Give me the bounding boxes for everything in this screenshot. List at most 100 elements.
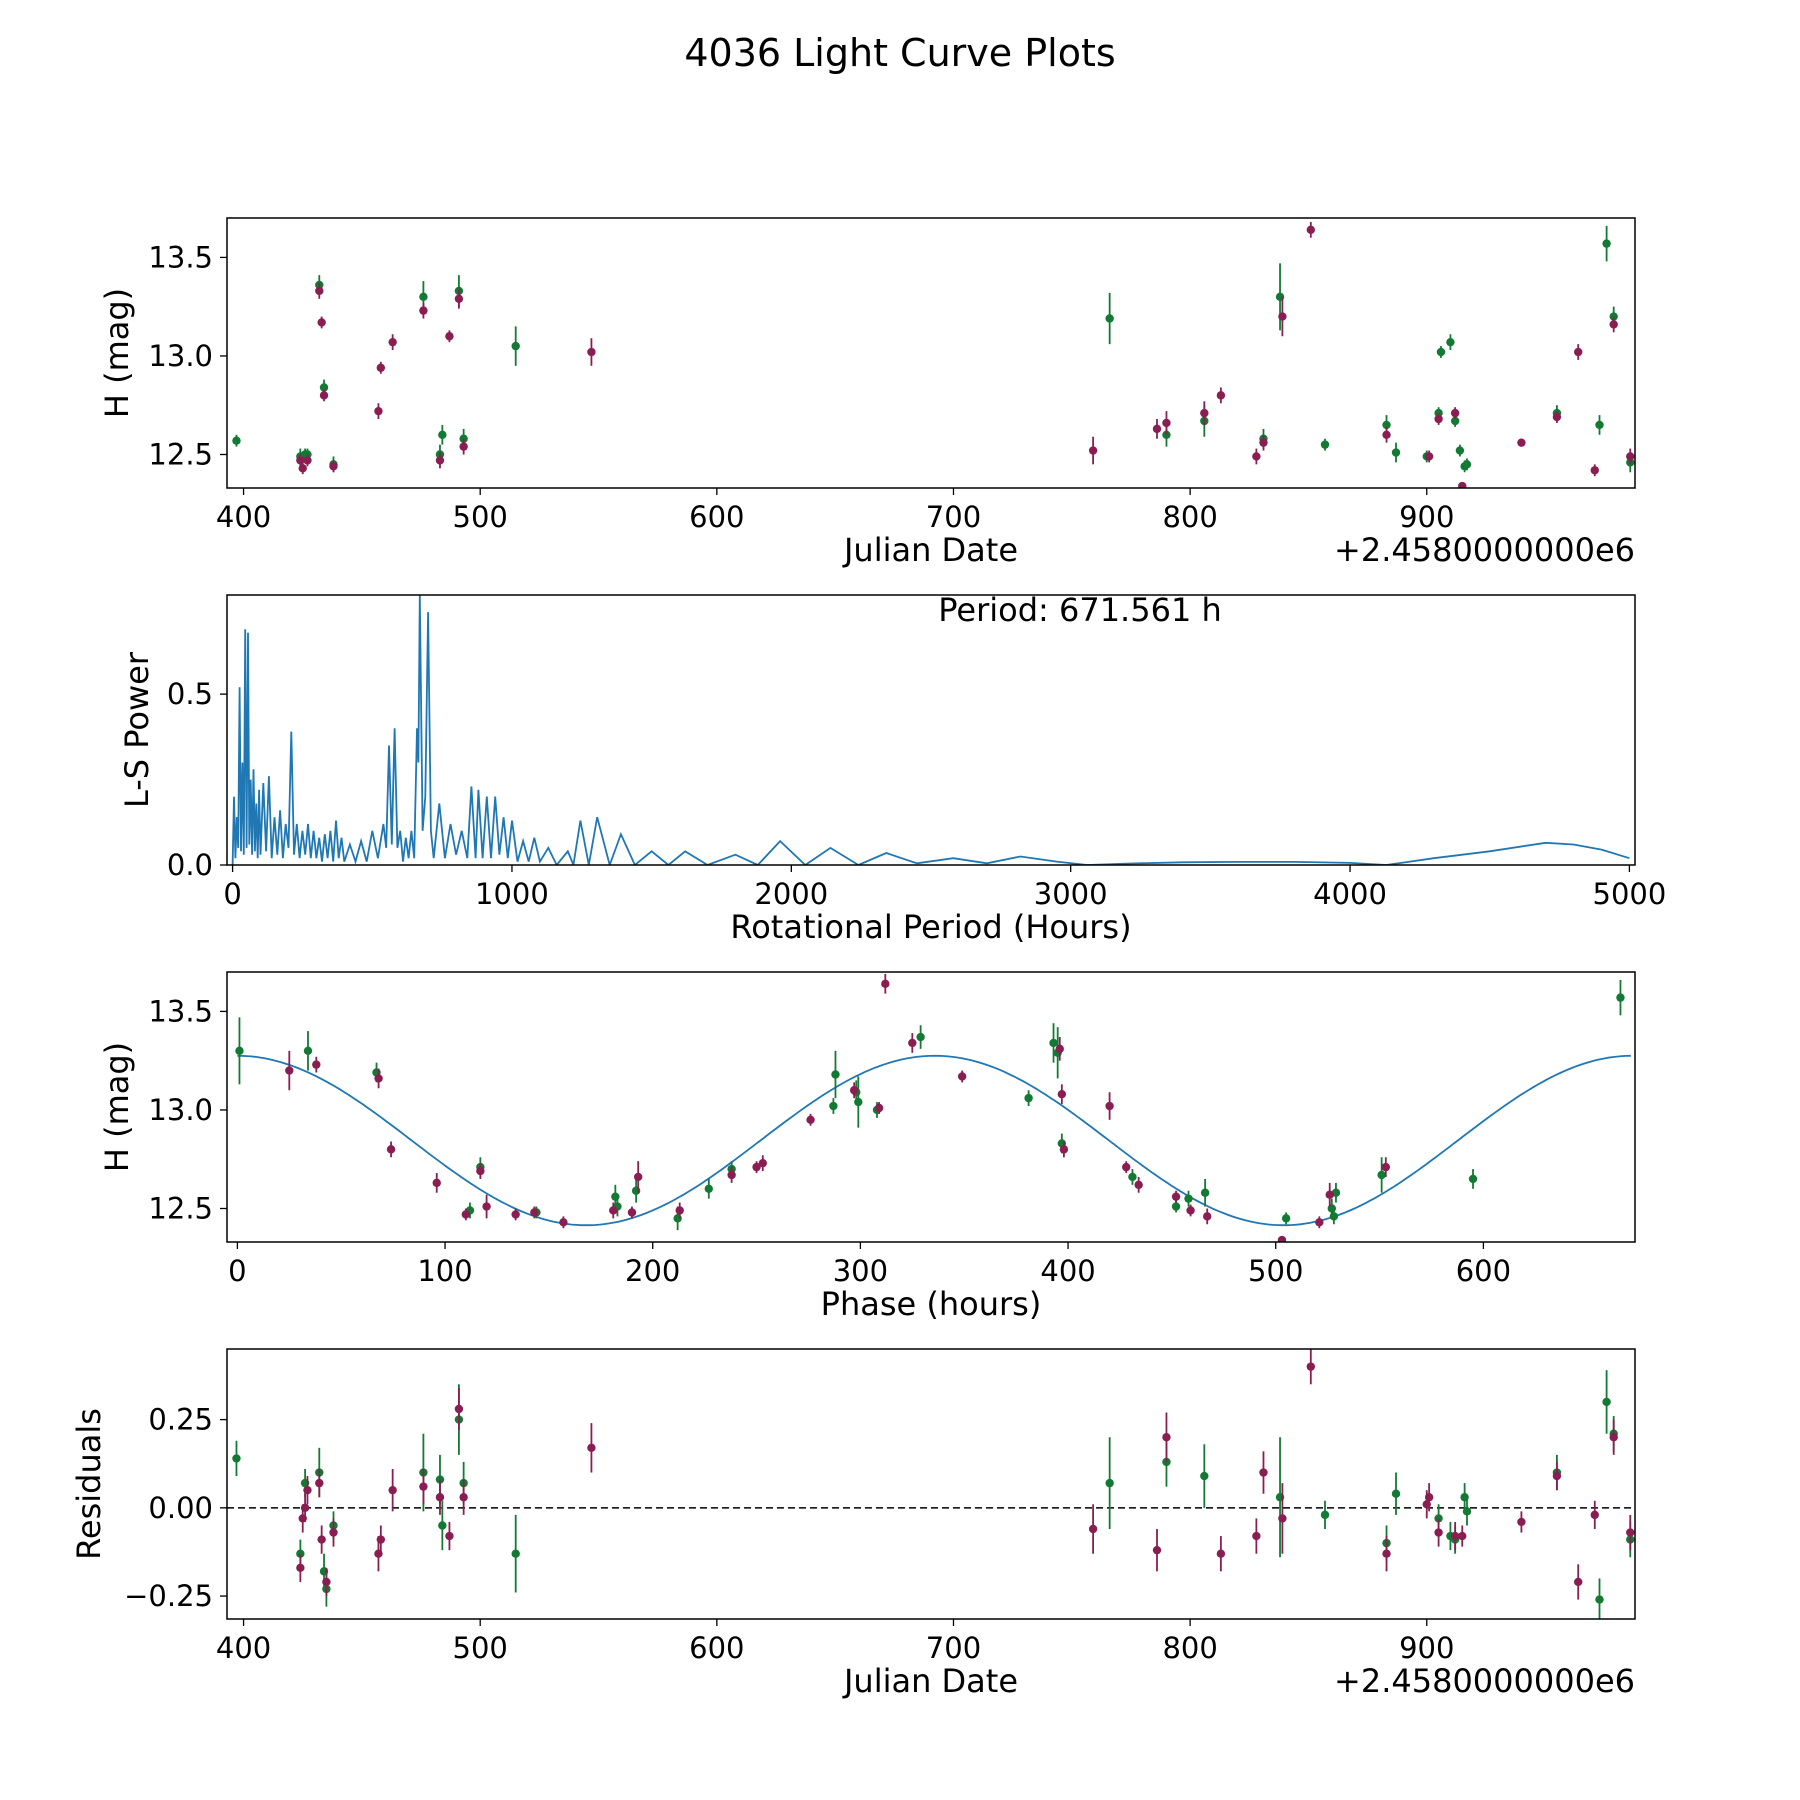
data-point	[1552, 412, 1562, 422]
data-point	[329, 1528, 338, 1537]
residuals-axes-frame	[226, 1348, 1636, 1620]
data-point	[1134, 1180, 1143, 1190]
data-point	[1277, 1235, 1287, 1242]
data-point	[1057, 1089, 1067, 1099]
model-fit-curve	[237, 1054, 1631, 1227]
data-point	[849, 1086, 859, 1095]
data-point	[1450, 1531, 1460, 1541]
data-point	[1278, 1514, 1287, 1523]
data-point	[1552, 1471, 1562, 1481]
data-point	[303, 1046, 313, 1056]
x-tick-label: 600	[689, 1631, 744, 1665]
data-point	[1424, 1493, 1434, 1502]
y-tick-label: −0.25	[124, 1579, 213, 1613]
data-point	[376, 1535, 386, 1544]
data-point	[386, 1145, 396, 1154]
data-point	[609, 1206, 618, 1215]
data-point	[232, 1454, 241, 1463]
data-point	[435, 1493, 445, 1502]
data-point	[1216, 391, 1226, 400]
data-point	[303, 1485, 312, 1495]
data-point	[1325, 1190, 1334, 1199]
data-point	[303, 456, 312, 465]
data-point	[1259, 438, 1268, 447]
x-tick-label: 700	[926, 1631, 981, 1665]
data-point	[1162, 1433, 1171, 1442]
y-tick-label: 0.25	[148, 1403, 213, 1437]
data-point	[312, 1060, 321, 1069]
data-point	[559, 1218, 568, 1227]
data-point	[1122, 1162, 1131, 1172]
x-tick-label: 800	[1162, 500, 1217, 534]
phase-x-ticks: 0 100 200 300 400 500 600	[228, 1242, 1511, 1288]
data-point	[1088, 446, 1098, 455]
data-point	[1458, 481, 1467, 488]
data-point	[1458, 1531, 1467, 1541]
data-point	[319, 391, 329, 400]
data-point	[459, 1493, 468, 1502]
data-point	[419, 292, 428, 302]
data-point	[1281, 1214, 1291, 1223]
residuals-x-ticks: 400 500 600 700 800 900	[216, 1619, 1454, 1665]
x-tick-label: 600	[1456, 1254, 1511, 1288]
data-point	[1602, 239, 1611, 248]
data-point	[1329, 1212, 1339, 1221]
data-point	[459, 442, 468, 451]
data-point	[587, 347, 596, 357]
data-point	[445, 1531, 454, 1541]
residuals-panel: 400 500 600 700 800 900 −0.25 0.00 0.25 Julian …	[70, 1348, 1636, 1700]
residuals-y-label: Residuals	[70, 1408, 108, 1560]
data-point	[1450, 416, 1460, 426]
data-point	[476, 1166, 485, 1176]
x-tick-label: 800	[1162, 1631, 1217, 1665]
data-point	[1128, 1172, 1137, 1182]
y-tick-label: 12.5	[148, 1191, 213, 1225]
data-point	[1088, 1524, 1098, 1534]
data-point	[1382, 420, 1391, 430]
data-point	[1024, 1093, 1033, 1103]
data-point	[704, 1184, 713, 1193]
data-point	[1320, 440, 1330, 449]
data-point	[1609, 1433, 1618, 1442]
data-point	[627, 1208, 637, 1217]
data-point	[438, 1521, 447, 1530]
data-point	[1055, 1044, 1064, 1054]
data-point	[633, 1172, 643, 1182]
periodogram-curve	[231, 595, 1630, 865]
data-point	[1162, 418, 1171, 428]
data-point	[806, 1115, 815, 1125]
data-point	[1105, 1478, 1114, 1488]
residuals-y-ticks: −0.25 0.00 0.25	[124, 1403, 227, 1613]
y-tick-label: 0.00	[148, 1491, 213, 1525]
phase-panel: 0 100 200 300 400 500 600 12.5 13.0 13.5 Phase (…	[98, 971, 1636, 1323]
data-point	[315, 286, 324, 296]
data-point	[916, 1032, 925, 1042]
data-point	[1200, 408, 1209, 418]
data-point	[1059, 1145, 1069, 1154]
data-point	[1306, 1362, 1316, 1371]
x-tick-label: 300	[833, 1254, 888, 1288]
x-tick-label: 1000	[475, 877, 549, 911]
data-point	[432, 1178, 441, 1188]
data-point	[374, 406, 383, 416]
data-point	[1436, 347, 1446, 357]
x-tick-label: 500	[1248, 1254, 1303, 1288]
phase-axes-frame	[226, 971, 1636, 1243]
data-point	[1382, 1549, 1391, 1558]
data-point	[388, 1485, 397, 1495]
phase-y-ticks: 12.5 13.0 13.5	[148, 994, 227, 1225]
data-point	[1590, 466, 1599, 475]
lightcurve-y-label: H (mag)	[98, 288, 136, 418]
period-annotation: Period: 671.561 h	[938, 591, 1222, 629]
data-point	[854, 1097, 863, 1107]
x-tick-label: 600	[689, 500, 744, 534]
data-point	[1252, 1531, 1261, 1541]
lightcurve-y-ticks: 12.5 13.0 13.5	[148, 240, 227, 471]
x-tick-label: 0	[228, 1254, 246, 1288]
x-tick-label: 400	[216, 500, 271, 534]
data-point	[1462, 1507, 1472, 1516]
data-point	[1105, 1101, 1114, 1111]
data-point	[1602, 1397, 1611, 1407]
data-point	[1450, 408, 1460, 418]
